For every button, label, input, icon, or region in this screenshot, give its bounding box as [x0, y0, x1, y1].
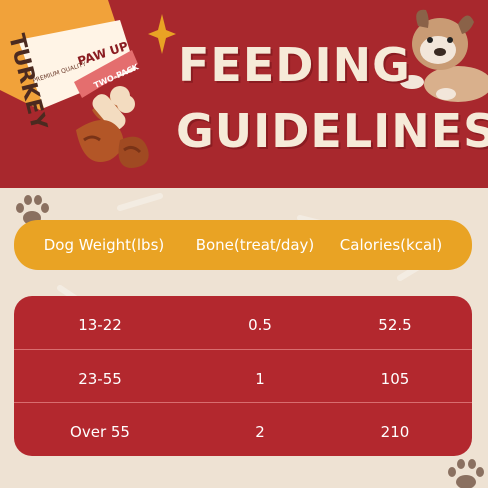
header-bone: Bone(treat/day) [195, 236, 315, 254]
cell-bone: 2 [255, 423, 265, 441]
dog-photo [400, 9, 488, 102]
sparkle-icon [148, 14, 176, 54]
cell-calories: 105 [380, 370, 410, 388]
treat-bones [76, 86, 149, 168]
table-header: Dog Weight(lbs) Bone(treat/day) Calories… [14, 220, 472, 270]
table-row: 13-22 0.5 52.5 [14, 296, 472, 349]
cell-bone: 1 [255, 370, 265, 388]
cell-calories: 210 [380, 423, 410, 441]
table-row: 23-55 1 105 [14, 349, 472, 403]
paw-icon-bottom [448, 459, 484, 488]
header-calories: Calories(kcal) [339, 236, 443, 254]
table-row: Over 55 2 210 [14, 402, 472, 456]
cell-weight: 13-22 [78, 316, 122, 334]
treat-package-image: TURKEY PAW UP PREMIUM QUALITY TWO-PACK [0, 0, 149, 168]
cell-weight: 23-55 [78, 370, 122, 388]
page-title-line2: GUIDELINES [176, 104, 488, 158]
cell-weight: Over 55 [70, 423, 130, 441]
header-dog-weight: Dog Weight(lbs) [43, 236, 165, 254]
page-title-line1: FEEDING [178, 38, 411, 92]
cell-bone: 0.5 [248, 316, 272, 334]
cell-calories: 52.5 [378, 316, 412, 334]
feeding-table: 13-22 0.5 52.5 23-55 1 105 Over 55 2 210 [14, 296, 472, 456]
